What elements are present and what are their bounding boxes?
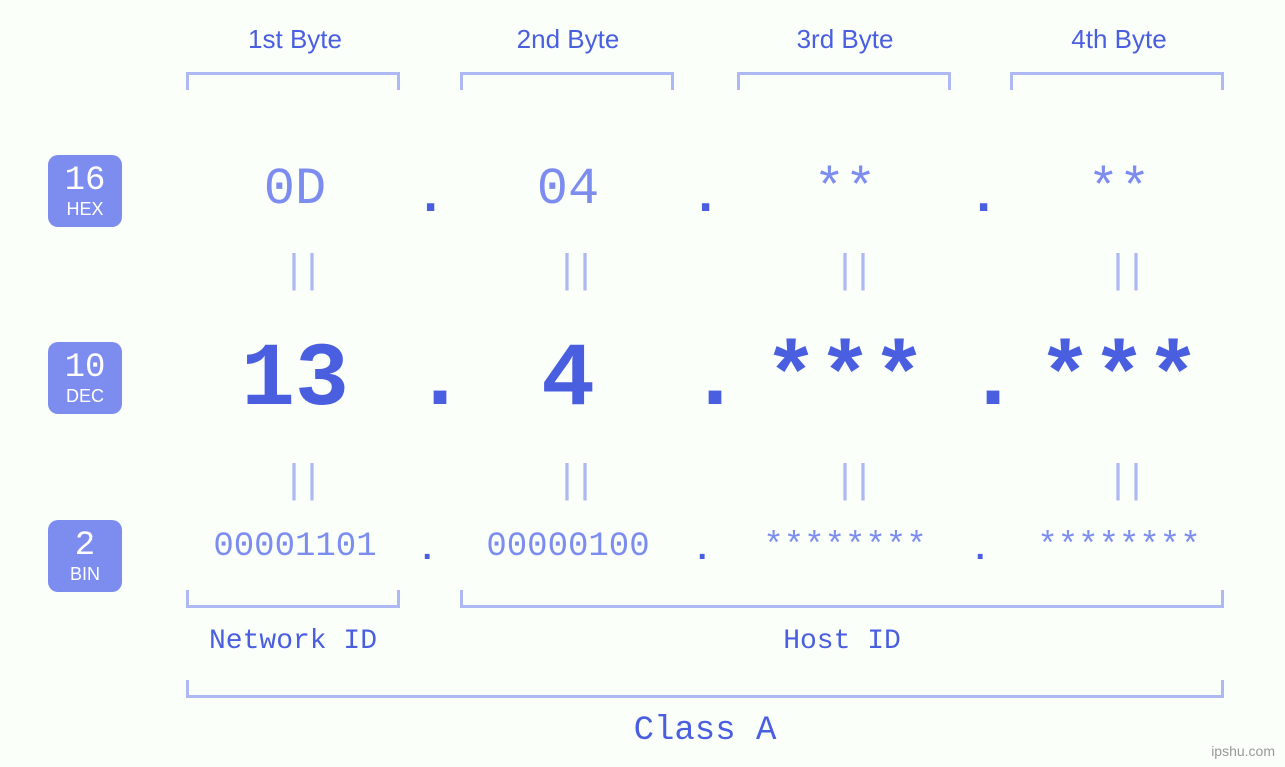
eq-dec-bin-2: ||: [555, 460, 581, 505]
dec-dot-3: .: [966, 330, 992, 432]
bin-base-num: 2: [75, 529, 95, 563]
hex-byte-4: **: [1009, 160, 1229, 219]
eq-hex-dec-1: ||: [282, 250, 308, 295]
hex-byte-1: 0D: [185, 160, 405, 219]
class-bracket: [186, 680, 1224, 698]
network-id-bracket: [186, 590, 400, 608]
host-id-label: Host ID: [460, 626, 1224, 657]
eq-hex-dec-3: ||: [833, 250, 859, 295]
eq-hex-dec-2: ||: [555, 250, 581, 295]
class-label: Class A: [186, 712, 1224, 750]
dec-badge: 10 DEC: [48, 342, 122, 414]
byte-header-3: 3rd Byte: [760, 24, 930, 55]
dec-byte-4: ***: [1009, 330, 1229, 432]
eq-dec-bin-4: ||: [1106, 460, 1132, 505]
dec-dot-1: .: [413, 330, 439, 432]
hex-byte-3: **: [735, 160, 955, 219]
top-bracket-3: [737, 72, 951, 90]
dec-dot-2: .: [688, 330, 714, 432]
bin-byte-4: ********: [1009, 528, 1229, 566]
byte-header-2: 2nd Byte: [483, 24, 653, 55]
bin-dot-2: .: [692, 532, 708, 570]
bin-dot-3: .: [970, 532, 986, 570]
top-bracket-1: [186, 72, 400, 90]
dec-base-num: 10: [65, 351, 106, 385]
top-bracket-2: [460, 72, 674, 90]
dec-base-label: DEC: [66, 387, 104, 405]
top-bracket-4: [1010, 72, 1224, 90]
bin-dot-1: .: [417, 532, 433, 570]
hex-base-label: HEX: [66, 200, 103, 218]
network-id-label: Network ID: [186, 626, 400, 657]
bin-base-label: BIN: [70, 565, 100, 583]
bin-byte-2: 00000100: [458, 528, 678, 566]
byte-header-1: 1st Byte: [210, 24, 380, 55]
hex-dot-2: .: [690, 168, 710, 227]
byte-header-4: 4th Byte: [1034, 24, 1204, 55]
host-id-bracket: [460, 590, 1224, 608]
bin-byte-3: ********: [735, 528, 955, 566]
hex-dot-1: .: [415, 168, 435, 227]
hex-byte-2: 04: [458, 160, 678, 219]
eq-dec-bin-1: ||: [282, 460, 308, 505]
dec-byte-3: ***: [735, 330, 955, 432]
eq-hex-dec-4: ||: [1106, 250, 1132, 295]
hex-dot-3: .: [968, 168, 988, 227]
hex-base-num: 16: [65, 164, 106, 198]
hex-badge: 16 HEX: [48, 155, 122, 227]
dec-byte-2: 4: [458, 330, 678, 432]
bin-byte-1: 00001101: [185, 528, 405, 566]
dec-byte-1: 13: [185, 330, 405, 432]
bin-badge: 2 BIN: [48, 520, 122, 592]
watermark: ipshu.com: [1211, 743, 1275, 759]
eq-dec-bin-3: ||: [833, 460, 859, 505]
